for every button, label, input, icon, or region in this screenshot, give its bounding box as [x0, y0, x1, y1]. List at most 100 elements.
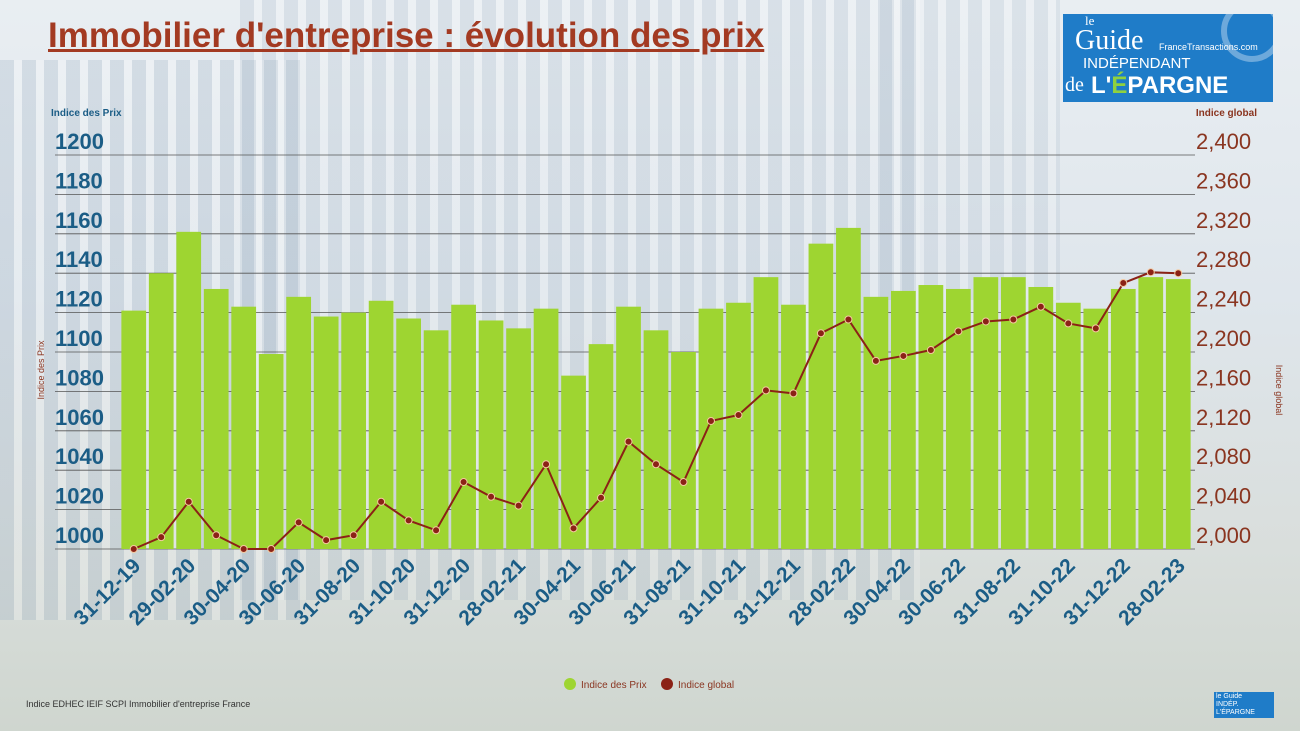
bar [643, 330, 669, 549]
bar [506, 328, 531, 549]
line-point [981, 317, 990, 326]
line-point [954, 327, 963, 336]
line-point [1009, 315, 1018, 324]
line-point [597, 493, 606, 502]
y-left-tick-label: 1080 [55, 365, 104, 390]
bar [588, 344, 614, 549]
bar [341, 312, 367, 549]
line-point [322, 536, 331, 545]
line-point [542, 460, 551, 469]
line-point [816, 329, 825, 338]
bar [313, 316, 339, 549]
line-point [1146, 268, 1155, 277]
bar [286, 296, 312, 549]
line-point [761, 386, 770, 395]
y-right-tick-label: 2,040 [1196, 484, 1251, 509]
bar [478, 320, 504, 549]
bar [258, 353, 284, 549]
bar [1138, 277, 1164, 549]
mini-logo: le Guide INDÉP. L'ÉPARGNE [1214, 692, 1274, 718]
line-point [459, 478, 468, 487]
bar [863, 296, 889, 549]
background-building [880, 0, 1060, 300]
y-left-tick-label: 1160 [55, 208, 103, 233]
line-point [129, 545, 138, 553]
y-left-tick-label: 1060 [55, 405, 104, 430]
line-point [624, 437, 633, 446]
line-point [349, 531, 358, 540]
line-point [157, 533, 166, 542]
line-point [844, 315, 853, 324]
line-point [789, 389, 798, 398]
legend-label: Indice des Prix [581, 680, 647, 691]
page-title: Immobilier d'entreprise : évolution des … [48, 16, 765, 55]
y-right-axis-label: Indice global [1274, 365, 1284, 416]
y-left-tick-label: 1040 [55, 444, 104, 469]
bar [148, 273, 174, 549]
y-right-tick-label: 2,120 [1196, 405, 1251, 430]
line-point [404, 516, 413, 525]
legend-swatch-prix [564, 678, 576, 690]
line-point [652, 460, 660, 469]
bar [753, 277, 779, 549]
y-right-title: Indice global [1196, 108, 1257, 119]
bar [176, 231, 202, 549]
y-right-tick-label: 2,280 [1196, 247, 1251, 272]
legend-label: Indice global [678, 680, 734, 691]
bar [121, 310, 147, 549]
y-left-tick-label: 1140 [55, 247, 103, 272]
y-right-tick-label: 2,200 [1196, 326, 1251, 351]
y-right-tick-label: 2,360 [1196, 168, 1251, 193]
logo-site: FranceTransactions.com [1159, 42, 1258, 52]
y-left-tick-label: 1180 [55, 168, 103, 193]
line-point [569, 524, 578, 533]
bar [698, 308, 724, 549]
bar [918, 285, 944, 549]
y-left-tick-label: 1020 [55, 484, 104, 509]
bar [423, 330, 449, 549]
line-point [1036, 302, 1045, 311]
bar [1110, 288, 1136, 549]
line-point [1091, 324, 1100, 333]
line-point [294, 518, 303, 527]
y-right-tick-label: 2,080 [1196, 444, 1251, 469]
line-point [1064, 319, 1073, 328]
logo: le Guide FranceTransactions.com INDÉPENDA… [1063, 14, 1273, 102]
y-right-tick-label: 2,160 [1196, 365, 1251, 390]
line-point [377, 497, 386, 506]
bar [781, 304, 806, 549]
y-left-tick-label: 1120 [55, 287, 103, 312]
y-right-tick-label: 2,240 [1196, 287, 1251, 312]
bar [561, 375, 586, 549]
y-left-tick-label: 1100 [55, 326, 103, 351]
line-point [871, 356, 880, 365]
line-point [706, 416, 715, 425]
line-point [267, 545, 276, 553]
line-point [184, 497, 193, 506]
y-right-tick-label: 2,000 [1196, 523, 1251, 548]
bar [671, 352, 696, 549]
line-point [432, 526, 441, 535]
line-point [239, 545, 248, 553]
y-left-tick-label: 1200 [55, 129, 104, 154]
y-left-axis-label: Indice des Prix [36, 340, 46, 400]
bar [451, 304, 476, 549]
y-right-tick-label: 2,320 [1196, 208, 1251, 233]
y-right-tick-label: 2,400 [1196, 129, 1251, 154]
bar [1028, 286, 1054, 549]
line-point [679, 478, 688, 487]
line-point [1119, 279, 1128, 288]
bar [231, 306, 257, 549]
y-left-title: Indice des Prix [51, 108, 122, 119]
bar [533, 308, 559, 549]
bar [808, 243, 834, 549]
line-point [926, 346, 935, 355]
bar [616, 306, 641, 549]
line-point [514, 501, 523, 510]
bar [203, 288, 229, 549]
bar [891, 290, 916, 549]
line-point [212, 531, 221, 540]
bar [1055, 302, 1081, 549]
line-point [899, 351, 908, 360]
